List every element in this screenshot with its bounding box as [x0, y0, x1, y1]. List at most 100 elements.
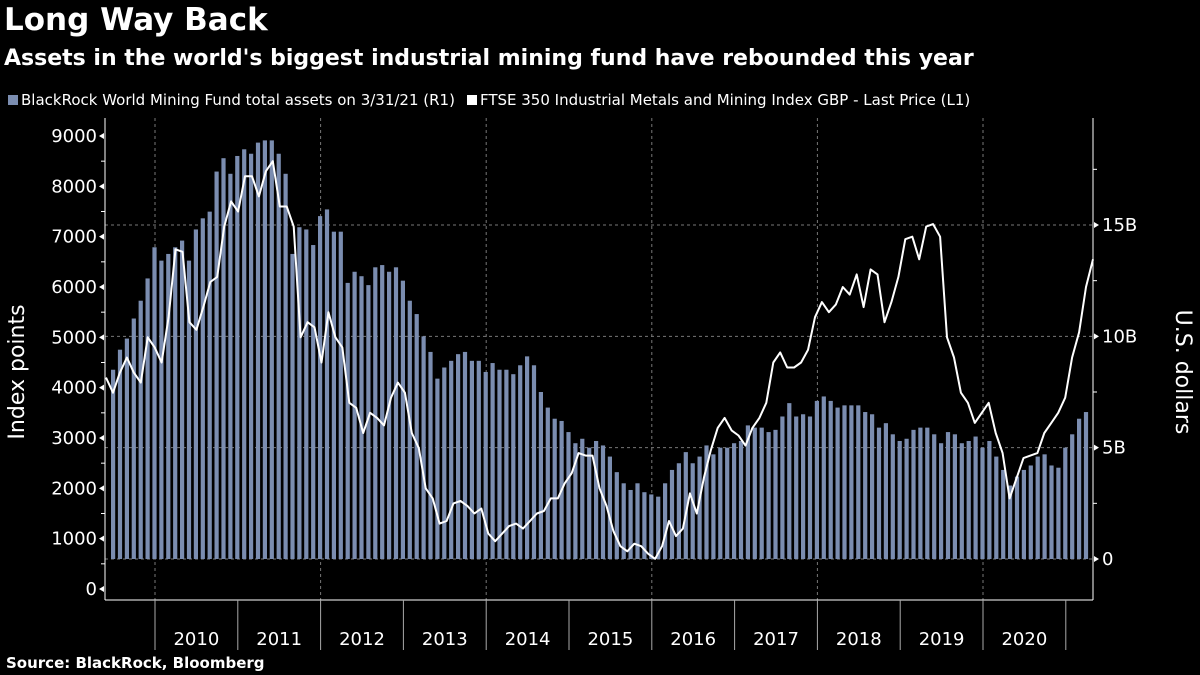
bar [131, 318, 136, 559]
bar [649, 494, 654, 559]
bar [980, 447, 985, 559]
bar [787, 403, 792, 559]
chart-title: Long Way Back [4, 2, 268, 38]
bar [207, 211, 212, 559]
bar [186, 260, 192, 559]
bar [407, 300, 412, 559]
bar [338, 231, 343, 559]
bar [393, 267, 399, 559]
bar [663, 483, 668, 559]
bar [311, 245, 316, 560]
bar [1056, 467, 1061, 559]
legend-item-fund-assets: BlackRock World Mining Fund total assets… [8, 91, 455, 109]
bar [814, 400, 819, 559]
bar [400, 280, 405, 559]
bar [952, 434, 957, 559]
bar [621, 483, 626, 559]
bar [331, 231, 336, 559]
legend-label-ftse-index: FTSE 350 Industrial Metals and Mining In… [479, 91, 971, 109]
right-tick-label: 10B [1102, 326, 1137, 347]
bar [352, 271, 357, 559]
bar [635, 483, 640, 559]
bar [849, 405, 854, 559]
right-tick-label: 5B [1102, 438, 1126, 459]
bar [1008, 485, 1013, 559]
left-tick [99, 535, 104, 542]
legend-label-fund-assets: BlackRock World Mining Fund total assets… [21, 91, 455, 109]
bar [1028, 465, 1033, 559]
bar [752, 427, 757, 559]
right-tick [1094, 444, 1099, 451]
bar [932, 434, 937, 559]
bar [518, 365, 523, 559]
bar [552, 418, 557, 559]
bar [228, 173, 233, 559]
bar [911, 429, 916, 559]
right-tick [1094, 556, 1099, 562]
bar [159, 260, 164, 559]
left-tick [99, 485, 104, 492]
bar [255, 142, 261, 559]
bar [525, 356, 530, 559]
left-tick [99, 183, 104, 190]
left-tick [99, 233, 104, 240]
bar [628, 489, 633, 559]
bar [1001, 469, 1006, 559]
legend-swatch-line [466, 95, 477, 105]
bar [200, 218, 205, 559]
x-tick-label: 2018 [836, 629, 882, 650]
bar [945, 432, 951, 559]
bar [863, 412, 868, 559]
bar [387, 271, 392, 559]
bar [173, 247, 178, 559]
bar [580, 438, 585, 559]
bar [1070, 434, 1075, 559]
bar [435, 378, 440, 559]
bar [918, 427, 923, 559]
bar [469, 360, 474, 559]
bar [780, 416, 785, 559]
x-tick-label: 2014 [505, 629, 551, 650]
bar [504, 369, 509, 559]
x-tick-label: 2010 [173, 629, 219, 650]
bar [304, 229, 309, 559]
bar [456, 354, 461, 559]
left-tick-label: 3000 [51, 428, 97, 449]
left-tick [99, 384, 104, 391]
ftse-index-line [105, 160, 1094, 560]
left-tick [99, 334, 104, 341]
bar [152, 247, 157, 559]
bar [269, 140, 274, 560]
bar [704, 445, 709, 559]
right-axis-title: U.S. dollars [1170, 310, 1195, 435]
bar [138, 300, 143, 559]
axes: 0 1000 2000 3000 4000 5000 6000 7000 8000 9000 0 5B… [51, 118, 1137, 650]
bar [262, 140, 267, 560]
bar [573, 443, 578, 559]
bar [380, 265, 385, 559]
bar [318, 216, 323, 560]
x-tick-label: 2012 [339, 629, 385, 650]
bar [690, 463, 695, 559]
bar [1049, 465, 1054, 559]
bar [1035, 456, 1040, 559]
left-tick-label: 6000 [51, 277, 97, 298]
left-tick [99, 435, 104, 441]
bar [725, 447, 730, 559]
bar [594, 440, 599, 559]
left-tick-label: 5000 [51, 327, 97, 348]
bar [1042, 454, 1047, 559]
bar [545, 407, 550, 559]
left-tick-label: 1000 [51, 529, 97, 550]
legend-swatch-bars [8, 95, 18, 105]
bar [476, 360, 481, 559]
bar [987, 440, 992, 559]
x-tick-label: 2011 [256, 629, 302, 650]
bar [166, 253, 171, 560]
x-tick-label: 2016 [670, 629, 716, 650]
bar [290, 253, 295, 560]
bar [145, 278, 150, 559]
right-tick [1094, 222, 1099, 228]
left-tick-label: 4000 [51, 378, 97, 399]
bar [221, 158, 226, 559]
